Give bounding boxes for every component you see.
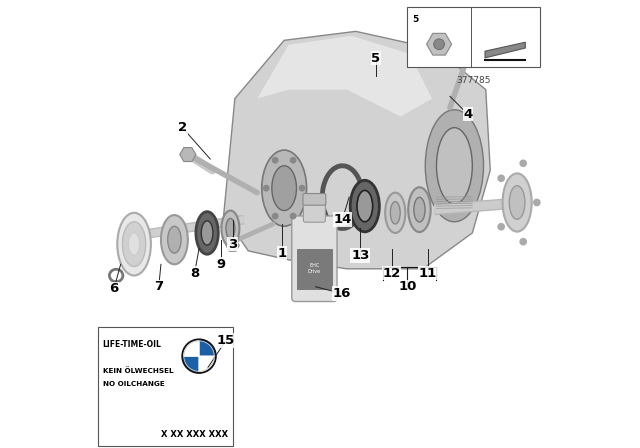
Text: X XX XXX XXX: X XX XXX XXX xyxy=(161,430,228,439)
Ellipse shape xyxy=(272,166,296,211)
Ellipse shape xyxy=(262,150,307,226)
Bar xyxy=(98,327,233,446)
Wedge shape xyxy=(199,356,214,371)
Text: 7: 7 xyxy=(154,280,163,293)
Text: EHC
Drive: EHC Drive xyxy=(308,263,321,274)
Ellipse shape xyxy=(509,185,525,220)
Ellipse shape xyxy=(201,221,213,245)
Text: 11: 11 xyxy=(419,267,436,280)
Polygon shape xyxy=(257,36,432,116)
Circle shape xyxy=(300,185,305,191)
Ellipse shape xyxy=(436,128,472,204)
Text: 13: 13 xyxy=(351,249,369,262)
Text: 4: 4 xyxy=(463,108,472,121)
Ellipse shape xyxy=(414,197,425,222)
Text: 1: 1 xyxy=(277,246,287,260)
Circle shape xyxy=(182,339,216,373)
Text: KEIN ÖLWECHSEL: KEIN ÖLWECHSEL xyxy=(102,367,173,374)
Ellipse shape xyxy=(168,226,181,253)
Text: 377785: 377785 xyxy=(456,76,491,85)
Wedge shape xyxy=(184,356,199,371)
Ellipse shape xyxy=(502,173,532,232)
Ellipse shape xyxy=(129,233,140,255)
Text: 9: 9 xyxy=(216,258,225,271)
Text: NO OILCHANGE: NO OILCHANGE xyxy=(102,381,164,387)
Text: 6: 6 xyxy=(109,282,118,296)
Ellipse shape xyxy=(122,222,146,267)
Wedge shape xyxy=(199,341,214,356)
Text: 8: 8 xyxy=(190,267,199,280)
Text: 14: 14 xyxy=(333,213,351,226)
Ellipse shape xyxy=(226,218,235,238)
Circle shape xyxy=(273,158,278,163)
Bar xyxy=(297,249,332,289)
Circle shape xyxy=(520,238,526,245)
Text: 3: 3 xyxy=(228,237,237,251)
Circle shape xyxy=(520,160,526,167)
Circle shape xyxy=(498,224,504,230)
Text: 12: 12 xyxy=(383,267,401,280)
Text: 16: 16 xyxy=(332,287,351,300)
Text: 10: 10 xyxy=(398,280,417,293)
Text: 2: 2 xyxy=(178,121,187,134)
Circle shape xyxy=(291,158,296,163)
Text: 15: 15 xyxy=(217,334,235,347)
Ellipse shape xyxy=(350,180,380,232)
Ellipse shape xyxy=(408,187,431,232)
Polygon shape xyxy=(485,42,525,58)
Ellipse shape xyxy=(357,190,372,222)
Circle shape xyxy=(498,175,504,181)
Ellipse shape xyxy=(385,193,405,233)
Ellipse shape xyxy=(161,215,188,264)
Polygon shape xyxy=(223,31,490,269)
FancyBboxPatch shape xyxy=(292,216,337,302)
Text: 5: 5 xyxy=(413,15,419,24)
Ellipse shape xyxy=(221,211,239,246)
Circle shape xyxy=(534,199,540,206)
Text: LIFE-TIME-OIL: LIFE-TIME-OIL xyxy=(102,340,161,349)
Ellipse shape xyxy=(117,213,151,276)
Ellipse shape xyxy=(425,110,484,222)
Wedge shape xyxy=(184,341,199,356)
Ellipse shape xyxy=(390,202,400,224)
Bar xyxy=(407,7,540,67)
Circle shape xyxy=(264,185,269,191)
Text: 5: 5 xyxy=(371,52,381,65)
Circle shape xyxy=(291,213,296,219)
Circle shape xyxy=(434,39,444,50)
Circle shape xyxy=(273,213,278,219)
Ellipse shape xyxy=(196,212,218,254)
FancyBboxPatch shape xyxy=(303,201,325,222)
FancyBboxPatch shape xyxy=(303,194,326,205)
